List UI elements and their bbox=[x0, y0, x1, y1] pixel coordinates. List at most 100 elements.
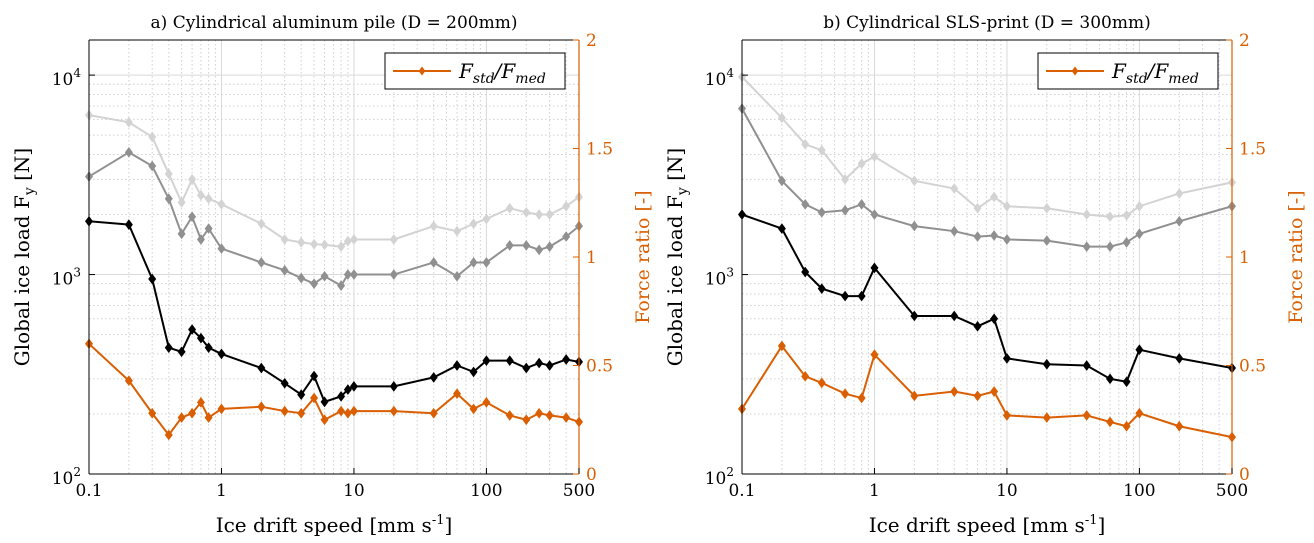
data-point bbox=[257, 257, 266, 268]
data-point bbox=[148, 273, 157, 285]
data-point bbox=[1002, 200, 1011, 212]
data-point bbox=[801, 138, 810, 150]
legend-sub2: med bbox=[1168, 71, 1199, 87]
data-point bbox=[817, 144, 826, 156]
data-point bbox=[910, 310, 919, 322]
data-point bbox=[950, 310, 959, 322]
data-point bbox=[280, 405, 289, 417]
legend-slash: /F bbox=[1146, 59, 1170, 83]
y-right-tick-label: 2 bbox=[1239, 31, 1250, 51]
data-point bbox=[1122, 376, 1131, 388]
legend: Fstd/Fmed bbox=[384, 52, 566, 90]
y-label-subscript: y bbox=[22, 187, 38, 196]
data-point bbox=[297, 272, 306, 284]
x-label-close: ] bbox=[1097, 513, 1105, 537]
data-point bbox=[188, 407, 197, 419]
y-right-tick-label: 0 bbox=[1239, 465, 1250, 485]
x-tick-label: 0.1 bbox=[75, 481, 102, 501]
y-tick-label: 103 bbox=[705, 266, 734, 290]
data-point bbox=[870, 209, 879, 220]
y-right-tick-label: 1.5 bbox=[1239, 140, 1266, 160]
data-point bbox=[280, 377, 289, 389]
chart-title: b) Cylindrical SLS-print (D = 300mm) bbox=[823, 13, 1151, 33]
data-point bbox=[453, 360, 462, 371]
data-point bbox=[148, 407, 157, 419]
data-point bbox=[817, 283, 826, 294]
data-point bbox=[562, 231, 571, 242]
series-line bbox=[741, 108, 1233, 248]
data-point bbox=[505, 202, 514, 214]
data-point bbox=[337, 241, 346, 252]
data-point bbox=[217, 243, 226, 254]
data-point bbox=[280, 234, 289, 245]
data-point bbox=[535, 209, 544, 220]
data-point bbox=[1122, 210, 1131, 221]
data-point bbox=[1135, 344, 1144, 356]
data-point bbox=[310, 278, 319, 290]
series-line bbox=[88, 343, 580, 437]
data-point bbox=[1175, 188, 1184, 199]
data-point bbox=[469, 403, 478, 415]
data-point bbox=[349, 405, 358, 417]
data-point bbox=[857, 158, 866, 169]
data-point bbox=[535, 357, 544, 369]
data-point bbox=[841, 388, 850, 400]
x-label-close: ] bbox=[444, 513, 452, 537]
x-tick-label: 100 bbox=[1123, 481, 1155, 501]
data-point bbox=[310, 238, 319, 250]
data-point bbox=[1135, 407, 1144, 419]
data-point bbox=[204, 412, 213, 423]
data-point bbox=[343, 384, 352, 395]
grid bbox=[88, 40, 580, 475]
data-point bbox=[164, 429, 173, 441]
data-point bbox=[482, 257, 491, 268]
data-point bbox=[973, 202, 982, 214]
data-point bbox=[817, 207, 826, 218]
data-point bbox=[1106, 373, 1115, 385]
y-label-unit: [N] bbox=[10, 148, 34, 187]
y-tick-base: 10 bbox=[705, 469, 727, 489]
data-point bbox=[562, 354, 571, 365]
legend: Fstd/Fmed bbox=[1037, 52, 1219, 90]
data-point bbox=[841, 204, 850, 216]
data-point bbox=[990, 230, 999, 241]
data-point bbox=[990, 191, 999, 203]
data-point bbox=[320, 414, 329, 426]
grid bbox=[741, 40, 1233, 475]
data-point bbox=[217, 348, 226, 360]
data-point bbox=[429, 372, 438, 383]
data-point bbox=[349, 269, 358, 280]
data-point bbox=[177, 197, 186, 208]
data-point bbox=[164, 168, 173, 180]
data-point bbox=[777, 112, 786, 124]
data-point bbox=[124, 219, 133, 230]
series-line bbox=[741, 213, 1233, 383]
data-point bbox=[337, 280, 346, 291]
y-tick-base: 10 bbox=[52, 270, 74, 290]
data-point bbox=[950, 183, 959, 194]
data-point bbox=[1135, 228, 1144, 240]
data-point bbox=[777, 223, 786, 234]
y-right-axis-label: Force ratio [-] bbox=[632, 190, 654, 323]
data-point bbox=[950, 225, 959, 237]
data-point bbox=[1082, 209, 1091, 220]
data-point bbox=[389, 234, 398, 245]
data-point bbox=[469, 366, 478, 378]
data-point bbox=[196, 234, 205, 245]
x-axis-label: Ice drift speed [mm s-1] bbox=[869, 513, 1106, 537]
data-point bbox=[522, 240, 531, 251]
data-point bbox=[389, 381, 398, 392]
data-point bbox=[469, 257, 478, 268]
data-point bbox=[1082, 410, 1091, 421]
data-point bbox=[320, 239, 329, 251]
data-point bbox=[535, 407, 544, 419]
y-tick-exponent: 2 bbox=[73, 465, 81, 479]
x-label-exponent: -1 bbox=[432, 513, 445, 528]
data-point bbox=[164, 193, 173, 205]
data-point bbox=[1175, 353, 1184, 364]
data-point bbox=[124, 147, 133, 158]
series-load-2 bbox=[85, 215, 583, 408]
y-tick-exponent: 4 bbox=[73, 66, 81, 80]
y-tick-label: 102 bbox=[52, 465, 81, 489]
